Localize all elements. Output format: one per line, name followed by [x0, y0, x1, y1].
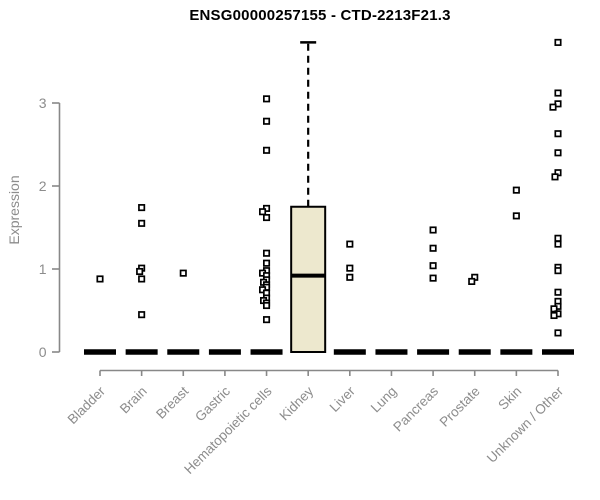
median-line-kidney: [291, 273, 326, 278]
y-tick-label: 3: [39, 95, 47, 111]
outlier-point-pancreas: [429, 262, 437, 270]
y-tick-label: 1: [39, 261, 47, 277]
zero-box-unknown-other: [542, 349, 574, 355]
zero-box-skin: [500, 349, 533, 355]
zero-box-gastric: [208, 349, 241, 355]
zero-box-hematopoietic-cells: [250, 349, 283, 355]
outlier-point-bladder: [96, 275, 104, 283]
chart-title: ENSG00000257155 - CTD-2213F21.3: [189, 7, 451, 24]
outlier-point-liver: [346, 264, 354, 272]
x-category-label-kidney: Kidney: [277, 383, 317, 423]
x-category-label-prostate: Prostate: [437, 384, 483, 430]
outlier-point-unknown-other: [554, 89, 562, 97]
zero-box-breast: [167, 349, 200, 355]
outlier-point-brain: [136, 267, 144, 276]
zero-box-bladder: [84, 349, 116, 355]
x-category-label-skin: Skin: [495, 384, 524, 413]
outlier-point-brain: [138, 219, 146, 227]
outlier-point-unknown-other: [549, 103, 557, 111]
outlier-point-unknown-other: [551, 173, 559, 181]
outlier-point-hematopoietic-cells: [258, 208, 267, 216]
outlier-point-brain: [138, 204, 146, 212]
outlier-point-unknown-other: [554, 288, 562, 296]
box-kidney: [290, 205, 327, 353]
y-axis-title: Expression: [6, 175, 22, 245]
outlier-point-skin: [512, 186, 520, 194]
x-category-label-liver: Liver: [327, 383, 359, 415]
x-category-label-pancreas: Pancreas: [390, 383, 441, 434]
outlier-point-pancreas: [429, 226, 437, 234]
outlier-point-prostate: [468, 277, 476, 286]
outlier-point-brain: [138, 275, 146, 283]
outlier-point-pancreas: [429, 274, 437, 282]
outlier-point-unknown-other: [554, 240, 562, 248]
outlier-point-liver: [346, 240, 354, 248]
outlier-point-hematopoietic-cells: [262, 146, 271, 154]
outlier-point-unknown-other: [554, 149, 562, 157]
zero-box-prostate: [458, 349, 491, 355]
outlier-point-unknown-other: [554, 329, 562, 337]
outlier-point-unknown-other: [554, 234, 562, 242]
zero-box-lung: [375, 349, 408, 355]
outlier-point-liver: [346, 273, 354, 281]
outlier-point-brain: [138, 311, 146, 319]
outlier-point-pancreas: [429, 244, 437, 252]
outlier-point-hematopoietic-cells: [262, 301, 271, 310]
x-category-label-lung: Lung: [368, 384, 400, 416]
outlier-point-unknown-other: [554, 38, 562, 46]
zero-box-pancreas: [417, 349, 450, 355]
zero-box-liver: [333, 349, 366, 355]
y-tick-label: 2: [39, 178, 47, 194]
outlier-point-unknown-other: [550, 311, 558, 320]
x-category-label-bladder: Bladder: [65, 383, 109, 427]
outlier-point-hematopoietic-cells: [262, 117, 271, 125]
outlier-point-hematopoietic-cells: [262, 316, 271, 324]
outlier-point-unknown-other: [550, 305, 558, 313]
x-category-label-gastric: Gastric: [192, 383, 233, 424]
outlier-point-hematopoietic-cells: [262, 249, 271, 257]
y-tick-label: 0: [39, 344, 47, 360]
outlier-point-unknown-other: [554, 267, 562, 275]
zero-box-brain: [125, 349, 158, 355]
outlier-point-skin: [512, 212, 520, 220]
x-category-label-unknown-other: Unknown / Other: [484, 383, 567, 466]
outlier-point-hematopoietic-cells: [262, 259, 271, 267]
x-category-label-breast: Breast: [153, 383, 191, 421]
outlier-point-unknown-other: [554, 130, 562, 138]
x-category-label-brain: Brain: [117, 384, 150, 417]
outlier-point-hematopoietic-cells: [262, 95, 271, 103]
outlier-point-hematopoietic-cells: [262, 213, 271, 222]
outlier-point-breast: [179, 269, 187, 277]
